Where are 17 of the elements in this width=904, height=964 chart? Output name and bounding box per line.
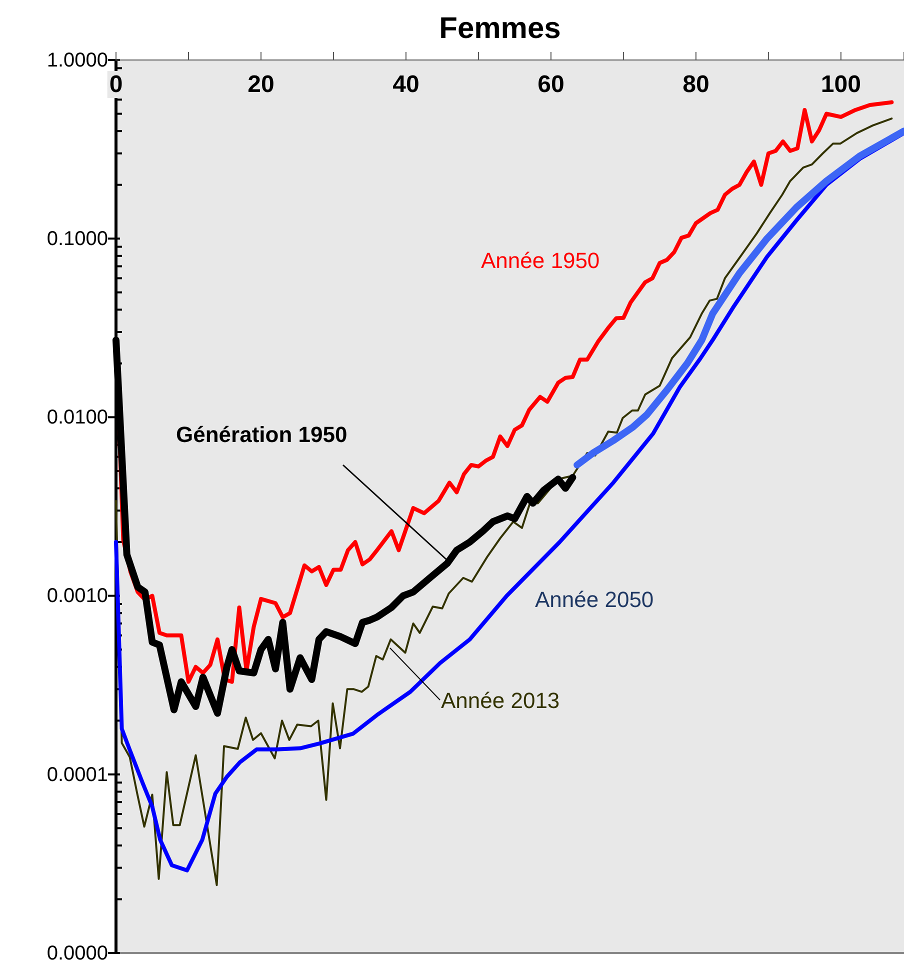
text: Génération 1950 [176,422,348,447]
y-tick-label: 1.0000 [46,49,108,72]
x-tick-label: 100 [820,71,861,98]
x-tick-label: 60 [538,71,564,98]
x-tick-label: 40 [392,71,420,98]
chart-title: Femmes [439,12,561,45]
y-tick-label: 0.0000 [46,942,108,964]
y-tick-label: 0.0010 [46,585,108,608]
y-tick-label: 0.1000 [46,228,108,250]
y-tick-label: 0.0001 [46,764,108,786]
x-tick-label: 80 [682,71,710,98]
x-tick-label: 20 [248,71,274,98]
series-label: Année 1950 [481,248,600,273]
y-tick-label: 0.0100 [46,406,108,429]
series-label: Année 2050 [535,587,654,612]
text: Année 2013 [441,688,560,713]
x-tick-label: 0 [109,71,123,98]
